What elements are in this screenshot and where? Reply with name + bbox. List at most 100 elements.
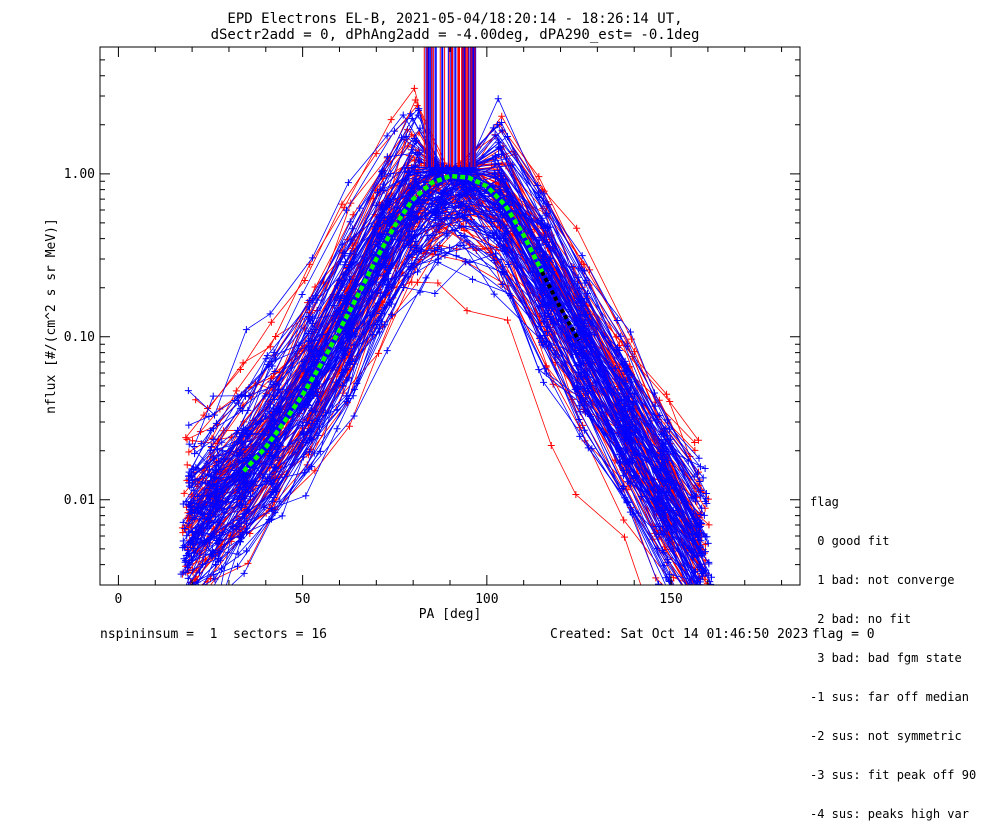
data-point [484, 234, 492, 242]
data-point [269, 488, 277, 496]
data-point [231, 466, 239, 474]
data-point [340, 295, 348, 303]
data-point [233, 562, 241, 570]
data-point [707, 603, 714, 610]
data-point [693, 596, 700, 603]
data-point [268, 480, 276, 488]
x-tick-label: 50 [295, 592, 311, 607]
data-point [311, 336, 319, 344]
data-point [301, 277, 309, 285]
data-point [234, 393, 242, 401]
data-point [460, 182, 468, 190]
data-point [460, 199, 468, 207]
data-point [698, 606, 705, 613]
data-point [422, 274, 430, 282]
data-point [381, 202, 389, 210]
data-point [628, 335, 636, 343]
data-point [184, 501, 192, 509]
data-point [430, 222, 438, 230]
data-point [347, 293, 355, 301]
data-point [412, 175, 420, 183]
data-point [626, 422, 634, 430]
data-point [212, 537, 220, 545]
data-point [657, 430, 665, 438]
measured-curve [186, 123, 699, 441]
data-point [270, 348, 278, 356]
data-point [496, 167, 504, 175]
data-point [272, 379, 280, 387]
data-point [185, 472, 193, 480]
data-point [669, 547, 677, 555]
data-point [490, 256, 498, 264]
data-point [634, 509, 642, 517]
data-point [653, 466, 661, 474]
data-point [351, 385, 359, 393]
data-point [704, 607, 711, 614]
data-point [335, 297, 343, 305]
y-axis-label: nflux [#/(cm^2 s sr MeV)] [44, 218, 59, 414]
data-point [626, 370, 634, 378]
data-point [380, 186, 388, 194]
data-point [380, 303, 388, 311]
data-point [700, 511, 708, 519]
footer-flag: flag = 0 [812, 627, 875, 642]
data-point [700, 612, 707, 619]
data-point [375, 261, 383, 269]
data-point [539, 257, 547, 265]
data-point [504, 316, 512, 324]
y-tick-label: 1.00 [64, 167, 95, 182]
x-axis-label: PA [deg] [419, 607, 482, 622]
data-point [693, 603, 700, 610]
data-point [541, 224, 549, 232]
measured-curve [194, 217, 671, 585]
measured-curve [210, 245, 694, 585]
data-point [236, 433, 244, 441]
data-point [408, 185, 416, 193]
data-point [547, 441, 555, 449]
data-point [434, 258, 442, 266]
data-point [704, 539, 712, 547]
data-point [273, 446, 281, 454]
data-point [207, 443, 215, 451]
data-point [208, 481, 216, 489]
data-point [494, 95, 502, 103]
data-point [345, 359, 353, 367]
data-point [694, 588, 701, 595]
measured-curve [190, 168, 710, 565]
data-point [186, 588, 193, 595]
data-point [180, 591, 187, 598]
data-point [622, 435, 630, 443]
data-point [693, 598, 700, 605]
data-point [573, 299, 581, 307]
data-point [544, 343, 552, 351]
data-point [460, 211, 468, 219]
data-point [695, 595, 702, 602]
data-point [696, 463, 704, 471]
data-point [184, 574, 192, 582]
data-point [185, 421, 193, 429]
data-point [211, 575, 219, 583]
data-point [691, 438, 699, 446]
data-point [339, 249, 347, 257]
data-point [662, 476, 670, 484]
data-point [207, 551, 215, 559]
data-point [219, 447, 227, 455]
data-point [234, 550, 242, 558]
footer-spin-info: nspininsum = 1 sectors = 16 [100, 627, 327, 642]
data-point [183, 461, 191, 469]
data-point [577, 365, 585, 373]
data-point [199, 503, 207, 511]
axes-layer: 0 50 100 150 0.01 0.10 1.00 [64, 46, 800, 607]
data-point [377, 289, 385, 297]
legend-entry: -3 sus: fit peak off 90 [810, 768, 977, 782]
data-point [693, 612, 700, 619]
data-point [434, 250, 442, 258]
data-point [446, 244, 454, 252]
measured-curve [198, 168, 700, 528]
data-point [304, 330, 312, 338]
data-point [441, 214, 449, 222]
data-point [312, 292, 320, 300]
measured-curve [183, 214, 660, 585]
data-point [399, 111, 407, 119]
data-point [373, 188, 381, 196]
